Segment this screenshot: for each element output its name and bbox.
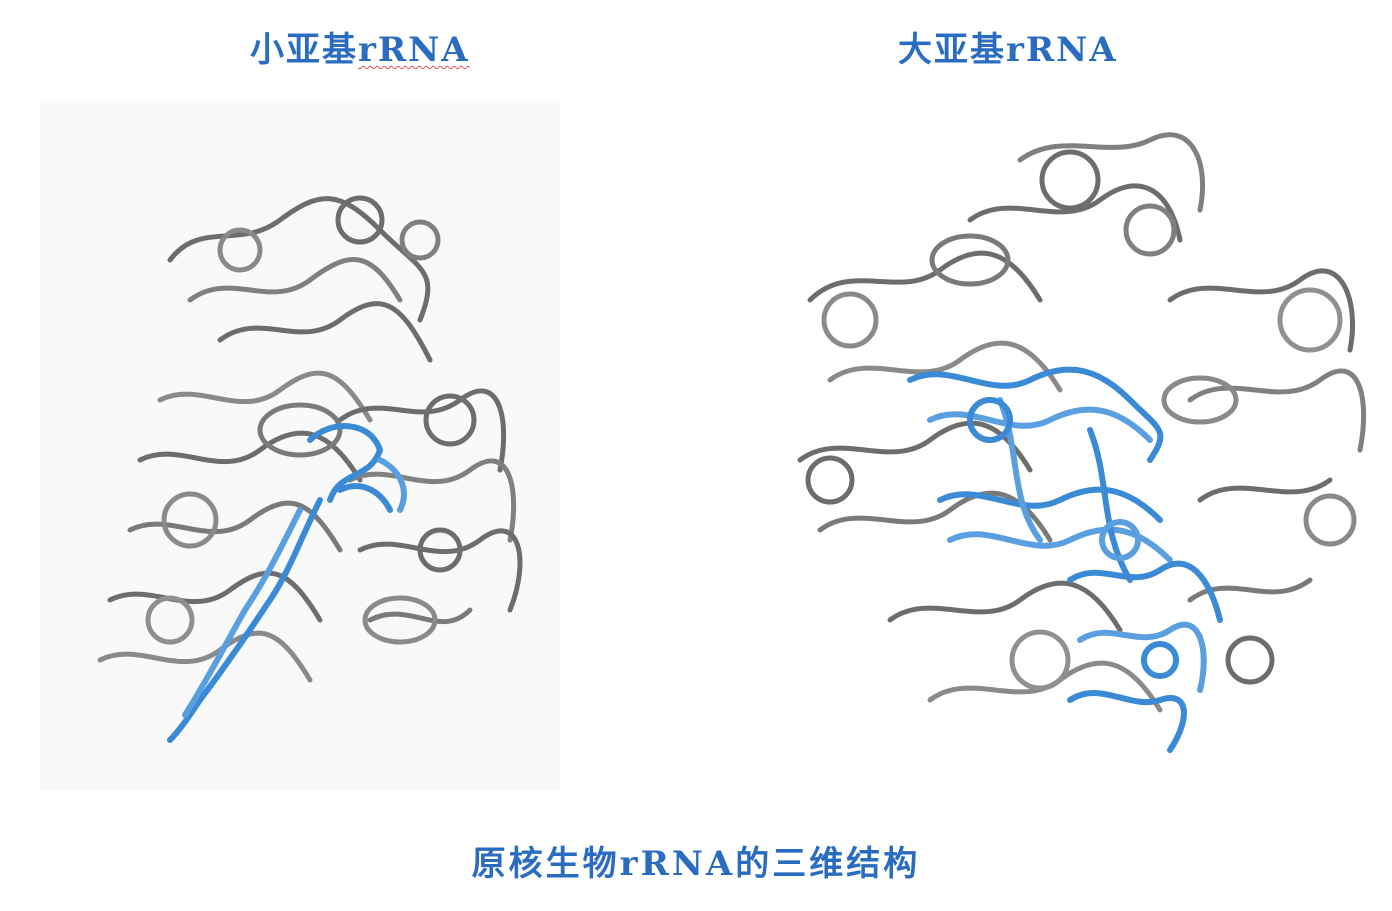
small-subunit-title-suffix: rRNA xyxy=(358,30,470,70)
small-subunit-backbone xyxy=(97,195,523,683)
large-subunit-structure-image xyxy=(770,100,1380,790)
small-subunit-ribbon-svg xyxy=(97,195,523,743)
large-subunit-ribbon-svg xyxy=(797,132,1367,753)
large-subunit-highlight-domain xyxy=(907,366,1223,753)
small-subunit-highlight-helix xyxy=(167,423,407,743)
figure-caption: 原核生物rRNA的三维结构 xyxy=(471,844,921,884)
small-subunit-title-prefix: 小亚基 xyxy=(250,30,358,70)
small-subunit-title: 小亚基rRNA xyxy=(250,22,470,71)
large-subunit-backbone xyxy=(797,132,1367,713)
large-subunit-title: 大亚基rRNA xyxy=(898,30,1118,70)
small-subunit-structure-image xyxy=(40,100,560,790)
